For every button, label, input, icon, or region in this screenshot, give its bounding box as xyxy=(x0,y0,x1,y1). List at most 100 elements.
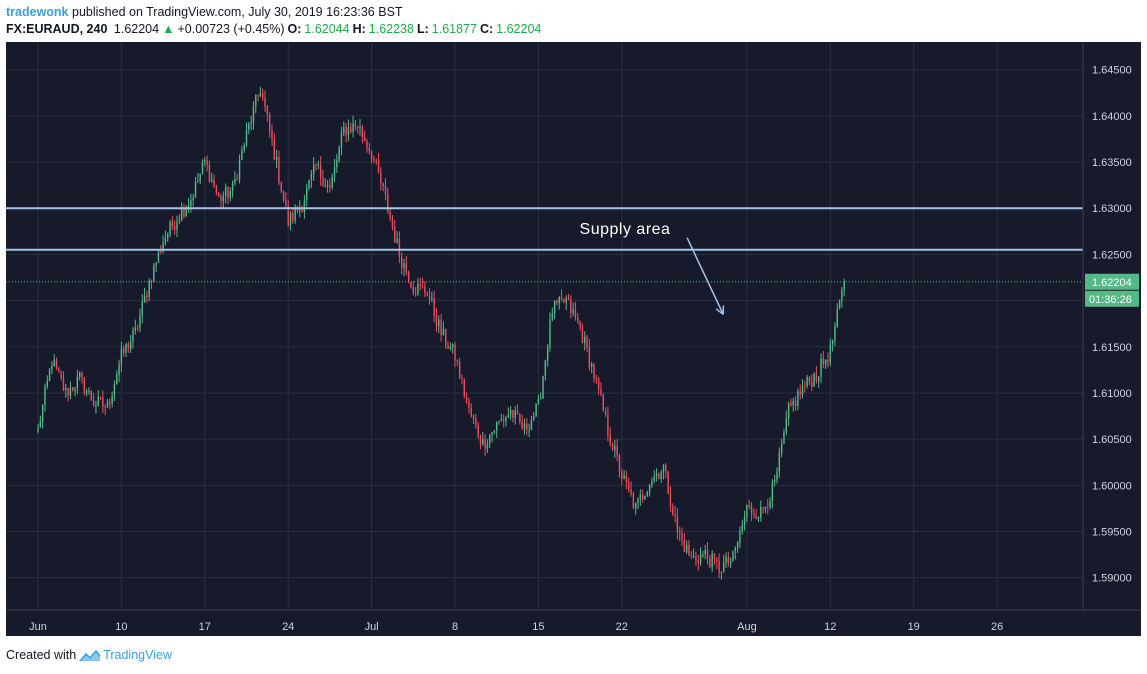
candle-up xyxy=(500,419,503,421)
candle-up xyxy=(542,375,544,399)
candle-down xyxy=(607,414,609,435)
candle-up xyxy=(720,571,723,573)
candle-down xyxy=(428,296,431,299)
candle-down xyxy=(375,159,377,161)
supply-area-label: Supply area xyxy=(580,221,671,238)
candle-down xyxy=(628,482,630,489)
candle-down xyxy=(322,177,324,187)
candle-down xyxy=(463,378,465,397)
candle-up xyxy=(359,126,361,129)
candle-up xyxy=(841,289,843,301)
candle-up xyxy=(248,123,250,130)
candle-up xyxy=(78,372,81,377)
candle-up xyxy=(660,472,662,479)
candle-down xyxy=(822,358,825,365)
candle-up xyxy=(167,234,169,239)
candle-down xyxy=(414,293,417,295)
candle-down xyxy=(55,359,58,368)
candle-up xyxy=(498,420,500,422)
candle-up xyxy=(338,147,340,160)
candle-down xyxy=(753,513,755,515)
candle-up xyxy=(317,164,320,166)
candle-down xyxy=(433,298,435,316)
candle-up xyxy=(234,178,236,184)
candle-down xyxy=(398,238,401,258)
time-tick-label: 17 xyxy=(199,621,211,633)
candle-up xyxy=(37,427,39,432)
candle-down xyxy=(799,391,801,395)
price-axis[interactable]: 1.59000 1.59500 1.60000 1.60500 1.61000 1.615… xyxy=(1092,65,1132,585)
candle-up xyxy=(838,300,841,309)
candle-up xyxy=(185,208,187,217)
candle-down xyxy=(811,382,813,387)
candle-down xyxy=(81,372,83,378)
candle-down xyxy=(472,416,475,419)
candle-down xyxy=(674,514,676,517)
time-axis[interactable]: Jun 10 17 24 Jul 8 15 22 Aug 12 19 26 xyxy=(29,621,1003,633)
candle-up xyxy=(97,396,99,406)
candle-down xyxy=(405,263,408,273)
candle-down xyxy=(220,196,222,201)
time-tick-label: Aug xyxy=(737,621,757,633)
candle-up xyxy=(169,221,171,235)
candle-up xyxy=(331,176,333,188)
open-label: O: xyxy=(287,22,302,36)
candle-down xyxy=(329,185,331,188)
candle-down xyxy=(356,126,359,129)
candle-down xyxy=(368,147,371,152)
candle-down xyxy=(72,387,74,391)
author-name[interactable]: tradewonk xyxy=(6,5,69,19)
candle-up xyxy=(143,295,146,302)
candle-down xyxy=(526,423,528,430)
candle-down xyxy=(815,373,818,381)
forecast-arrow-head xyxy=(715,308,724,316)
candle-up xyxy=(746,505,748,517)
candle-up xyxy=(725,556,727,563)
candle-up xyxy=(44,387,46,405)
price-tick-label: 1.64000 xyxy=(1092,111,1132,123)
candle-down xyxy=(458,361,461,378)
candle-up xyxy=(651,480,653,485)
candle-down xyxy=(380,172,382,184)
candle-down xyxy=(387,194,389,212)
candle-up xyxy=(74,388,76,391)
candle-up xyxy=(85,391,88,394)
candle-up xyxy=(535,403,537,417)
candle-up xyxy=(157,251,160,264)
countdown-badge-label: 01:36:26 xyxy=(1089,294,1132,306)
symbol-info: FX:EURAUD, 240 1.62204 ▲ +0.00723 (+0.45%)… xyxy=(6,22,544,36)
candle-down xyxy=(370,151,373,160)
candle-down xyxy=(563,298,565,303)
chart-background xyxy=(6,42,1141,636)
candle-up xyxy=(76,376,79,389)
candle-down xyxy=(676,516,679,532)
tradingview-brand[interactable]: TradingView xyxy=(103,648,172,662)
candle-up xyxy=(88,390,90,392)
candle-down xyxy=(257,95,259,97)
candle-down xyxy=(60,371,62,379)
candle-down xyxy=(479,436,482,445)
candle-down xyxy=(519,413,521,422)
candle-down xyxy=(99,396,102,399)
candle-up xyxy=(623,475,625,480)
candle-up xyxy=(41,404,44,422)
candle-up xyxy=(176,221,178,230)
candle-up xyxy=(275,157,278,160)
candle-up xyxy=(190,200,192,206)
candle-up xyxy=(243,145,245,151)
candle-up xyxy=(449,346,452,349)
candle-down xyxy=(688,544,690,556)
candle-down xyxy=(567,297,570,299)
candle-down xyxy=(282,191,285,200)
candle-up xyxy=(644,495,646,500)
candle-down xyxy=(611,443,614,450)
candle-up xyxy=(551,313,554,320)
candle-down xyxy=(287,205,289,226)
candle-down xyxy=(616,446,618,456)
candle-up xyxy=(778,452,781,472)
candle-down xyxy=(706,550,709,559)
candle-up xyxy=(806,376,808,387)
candle-down xyxy=(127,344,130,350)
candle-up xyxy=(204,160,206,163)
